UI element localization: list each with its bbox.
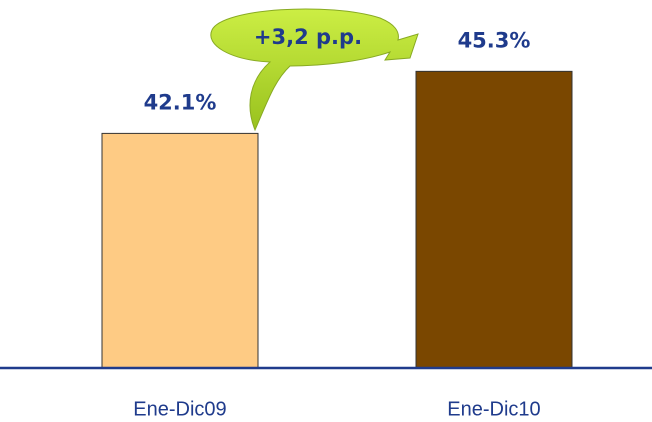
annotation: +3,2 p.p. — [254, 25, 362, 49]
value-label: 42.1% — [144, 90, 217, 114]
value-label: 45.3% — [458, 28, 531, 52]
bar — [101, 132, 259, 369]
x-tick-label: Ene-Dic09 — [133, 398, 226, 420]
bar — [415, 70, 573, 369]
annotation-arrow — [210, 8, 419, 132]
x-tick-label: Ene-Dic10 — [447, 398, 540, 420]
